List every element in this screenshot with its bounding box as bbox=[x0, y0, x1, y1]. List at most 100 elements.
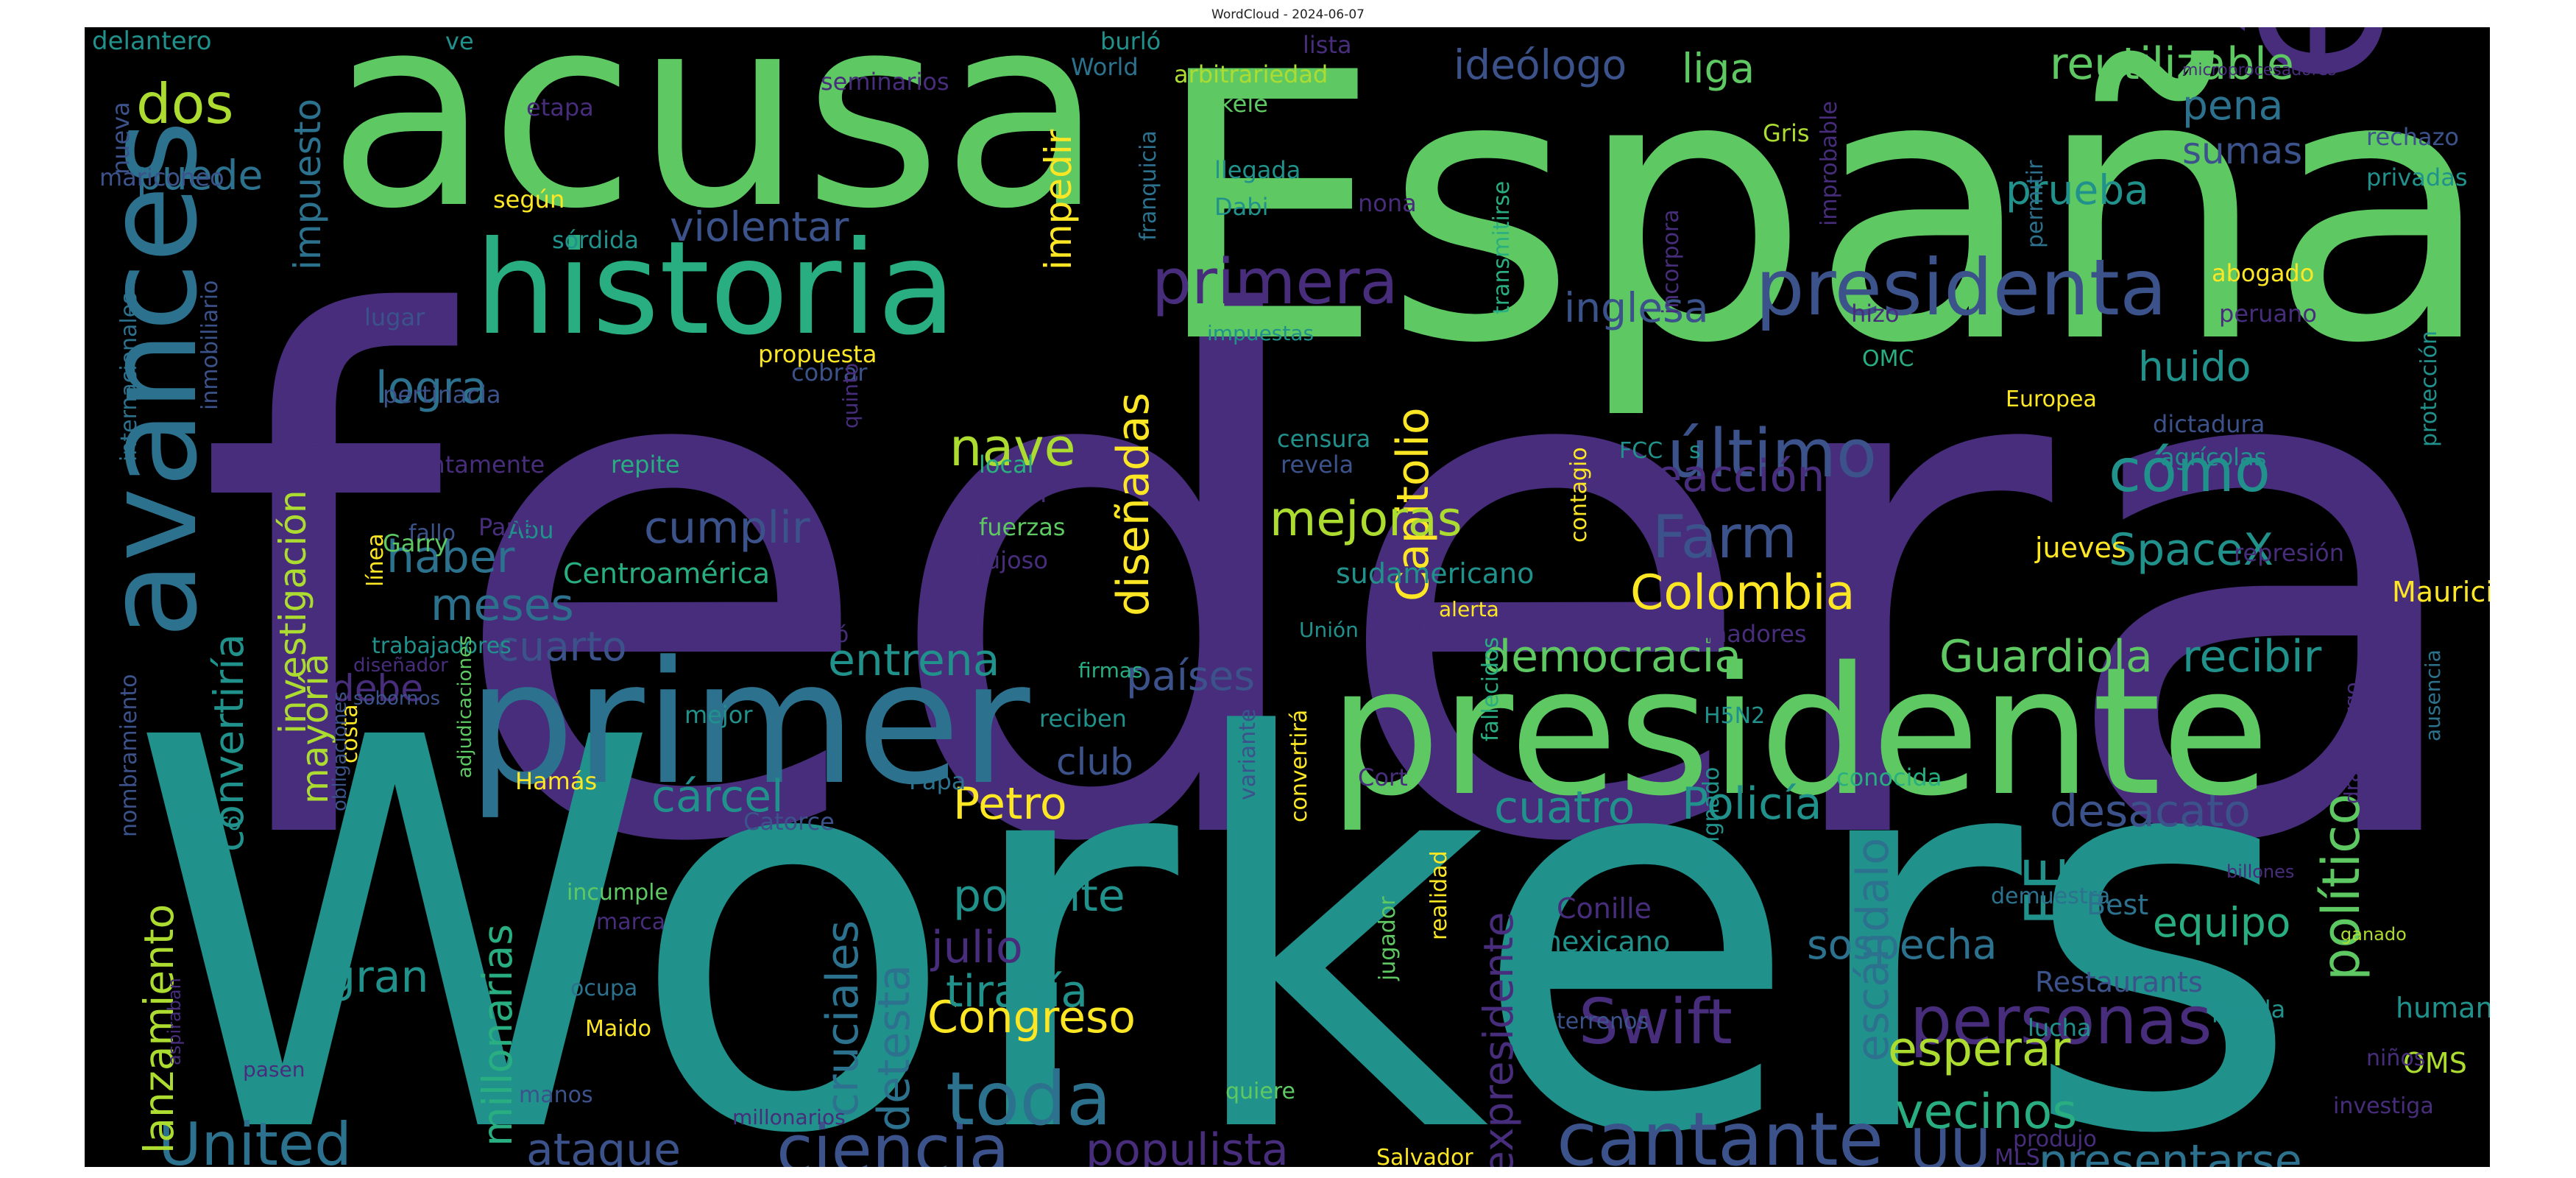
word-cloud-word: LGTBI bbox=[979, 480, 1047, 508]
word-cloud-word: protección bbox=[2416, 331, 2442, 447]
word-cloud-word: mexicano bbox=[1535, 925, 1670, 958]
word-cloud-word: Catorce bbox=[743, 808, 835, 836]
word-cloud-word: prueba bbox=[2006, 166, 2149, 214]
word-cloud-word: lista bbox=[1303, 31, 1352, 59]
word-cloud-word: permitir bbox=[2023, 160, 2048, 248]
word-cloud-word: patrocinadores bbox=[1630, 620, 1807, 648]
word-cloud-word: local bbox=[979, 451, 1034, 479]
word-cloud-word: ocupa bbox=[570, 976, 637, 1001]
word-cloud-word: costa bbox=[337, 704, 363, 763]
word-cloud-word: presuntamente bbox=[364, 451, 545, 479]
word-cloud-word: Petro bbox=[953, 778, 1067, 830]
word-cloud-word: pertinacia bbox=[383, 381, 501, 409]
word-cloud-word: nombramiento bbox=[116, 674, 142, 838]
word-cloud-word: contagio bbox=[1566, 447, 1592, 543]
word-cloud-word: pueda bbox=[2212, 995, 2285, 1023]
word-cloud-word: obligaciones bbox=[329, 691, 351, 811]
word-cloud-word: lujoso bbox=[979, 546, 1048, 574]
word-cloud-word: Europea bbox=[2006, 387, 2097, 412]
word-cloud-word: historia bbox=[475, 214, 956, 364]
word-cloud-word: cruciales bbox=[817, 920, 868, 1117]
word-cloud-word: mejor bbox=[684, 701, 753, 729]
word-cloud-word: fuerzas bbox=[979, 513, 1065, 541]
word-cloud-word: escándalo bbox=[1847, 838, 1899, 1062]
word-cloud-word: alerta bbox=[1439, 597, 1499, 621]
word-cloud-word: primera bbox=[1152, 246, 1398, 319]
word-cloud-word: federal bbox=[195, 174, 2490, 997]
word-cloud-word: cómo bbox=[2109, 437, 2271, 505]
word-cloud-word: mejoras bbox=[1270, 492, 1462, 547]
word-cloud-word: esperar bbox=[1888, 1022, 2071, 1077]
word-cloud-word: pasen bbox=[243, 1057, 305, 1082]
word-cloud-word: Abu bbox=[508, 516, 553, 544]
word-cloud-word: microprocesadores bbox=[2182, 61, 2336, 80]
word-cloud-word: éxito bbox=[2176, 27, 2433, 86]
word-cloud-word: millonarios bbox=[732, 1105, 846, 1129]
word-cloud-word: dos bbox=[136, 71, 234, 136]
word-cloud-word: ve bbox=[445, 27, 474, 55]
word-cloud-word: ausencia bbox=[2421, 649, 2445, 741]
word-cloud-word: Best bbox=[2087, 889, 2148, 921]
word-cloud-word: impedir bbox=[1037, 129, 1080, 270]
word-cloud-word: OMC bbox=[1862, 346, 1914, 372]
word-cloud-word: censura bbox=[1277, 425, 1370, 453]
word-cloud-word: sospecha bbox=[1807, 921, 1998, 968]
word-cloud-word: millonarias bbox=[474, 924, 521, 1146]
word-cloud-word: reutilizable bbox=[2050, 38, 2294, 90]
word-cloud-word: agrícolas bbox=[2160, 443, 2266, 471]
word-cloud-word: investigación bbox=[272, 490, 314, 734]
word-cloud-word: presidenta bbox=[1755, 243, 2167, 333]
word-cloud-word: represión bbox=[2234, 539, 2344, 567]
word-cloud-word: equipo bbox=[2153, 899, 2290, 946]
word-cloud-word: transmitirse bbox=[1489, 181, 1515, 314]
word-cloud-word: H5N2 bbox=[1704, 703, 1765, 729]
word-cloud-word: impuestas bbox=[1207, 321, 1314, 345]
word-cloud-word: Conille bbox=[1557, 892, 1652, 925]
word-cloud-word: jugador bbox=[1375, 896, 1401, 981]
word-cloud-word: expresidente bbox=[1475, 911, 1522, 1167]
word-cloud-word: ciencia bbox=[776, 1111, 1010, 1167]
word-cloud-word: clero bbox=[184, 808, 241, 836]
word-cloud-word: inmobiliario bbox=[197, 281, 223, 410]
word-cloud-word: Colombia bbox=[1630, 565, 1855, 621]
word-cloud-word: manos bbox=[519, 1082, 593, 1108]
word-cloud-word: FCC bbox=[1619, 438, 1663, 464]
word-cloud-word: produjo bbox=[2013, 1126, 2097, 1152]
word-cloud-word: arbitrariedad bbox=[1174, 60, 1328, 88]
word-cloud-word: fallecidos bbox=[1478, 637, 1504, 741]
word-cloud-word: julio bbox=[930, 922, 1023, 973]
word-cloud-word: toda bbox=[946, 1056, 1111, 1142]
word-cloud-word: marca bbox=[596, 909, 665, 935]
word-cloud-word: sórdida bbox=[552, 226, 639, 254]
word-cloud-word: ataque bbox=[526, 1124, 681, 1167]
word-cloud-word: entrena bbox=[828, 635, 1000, 686]
word-cloud-word: trabajadores bbox=[372, 633, 512, 659]
word-cloud-word: adjudicaciones bbox=[454, 635, 476, 778]
word-cloud-word: Workers bbox=[129, 626, 2301, 1167]
word-cloud-word: último bbox=[1667, 415, 1877, 493]
word-cloud-word: designado bbox=[1699, 767, 1724, 881]
word-cloud-word: cumplir bbox=[644, 502, 810, 554]
word-cloud-word: incumple bbox=[567, 880, 668, 906]
page-title: WordCloud - 2024-06-07 bbox=[1211, 7, 1365, 22]
word-cloud-word: internacionales bbox=[116, 292, 142, 462]
word-cloud-word: haber bbox=[386, 532, 515, 583]
word-cloud-word: etapa bbox=[526, 94, 594, 121]
word-cloud-word: huido bbox=[2138, 343, 2251, 390]
word-cloud-word: detesta bbox=[868, 964, 920, 1132]
word-cloud-word: s bbox=[1689, 438, 1701, 464]
word-cloud-word: delantero bbox=[92, 27, 212, 56]
word-cloud-word: peruano bbox=[2219, 300, 2317, 328]
word-cloud-word: seminarios bbox=[821, 68, 949, 96]
word-cloud-word: incorpora bbox=[1658, 209, 1684, 314]
word-cloud-word: investiga bbox=[2333, 1093, 2434, 1119]
word-cloud-word: sobornos bbox=[353, 688, 440, 710]
word-cloud-word: nueva bbox=[107, 102, 135, 174]
word-cloud-word: EE bbox=[2013, 856, 2078, 925]
word-cloud-word: rechazo bbox=[2366, 123, 2459, 151]
word-cloud-word: Papa bbox=[909, 767, 966, 795]
word-cloud-word: según bbox=[493, 186, 565, 214]
word-cloud-word: conocida bbox=[1836, 763, 1942, 791]
word-cloud-word: cuatro bbox=[1494, 782, 1635, 833]
